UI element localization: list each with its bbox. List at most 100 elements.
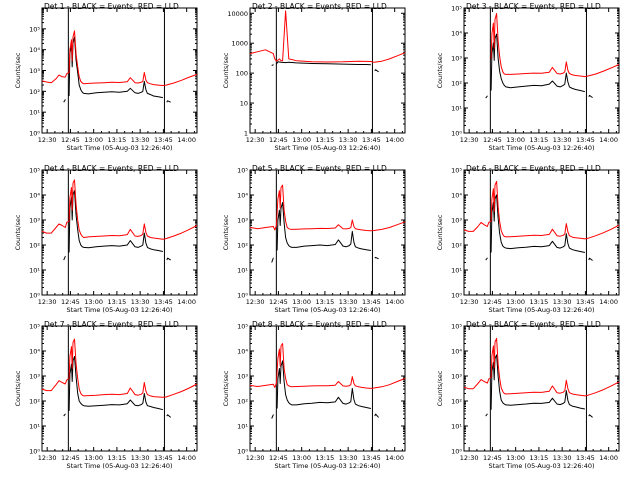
x-axis-label: Start Time (05-Aug-03 12:26:40) [274,144,380,152]
x-axis-label: Start Time (05-Aug-03 12:26:40) [488,144,594,152]
lld-series-line [41,30,198,86]
y-tick-label: 10⁵ [451,5,462,13]
x-tick-label: 12:30 [460,298,479,306]
y-tick-label: 10⁴ [451,192,462,200]
panel-title: Det 2 - BLACK = Events, RED = LLD [252,2,387,11]
events-series-line [271,414,274,419]
x-tick-label: 13:45 [362,454,381,462]
y-tick-label: 10³ [29,67,40,75]
y-tick-label: 10⁴ [237,192,248,200]
events-series-line [588,257,593,261]
events-series-line [63,99,66,103]
events-series-line [588,94,593,99]
events-series-line [490,354,585,410]
y-tick-label: 10² [451,242,462,250]
x-tick-label: 14:00 [177,298,196,306]
panel-title: Det 6 - BLACK = Events, RED = LLD [466,164,601,173]
lld-series-line [463,337,620,397]
y-tick-label: 10⁰ [451,292,462,300]
y-tick-label: 10⁴ [29,348,40,356]
x-tick-label: 12:30 [38,136,57,144]
x-tick-label: 13:45 [362,298,381,306]
y-tick-label: 10⁰ [237,292,248,300]
panel-title: Det 4 - BLACK = Events, RED = LLD [44,164,179,173]
x-tick-label: 13:15 [316,454,335,462]
x-tick-label: 13:15 [108,454,127,462]
y-tick-label: 10⁰ [29,292,40,300]
y-tick-label: 10⁰ [451,448,462,456]
x-axis-label: Start Time (05-Aug-03 12:26:40) [274,306,380,314]
y-tick-label: 10¹ [451,423,462,431]
x-axis-label: Start Time (05-Aug-03 12:26:40) [66,306,172,314]
panel-det-5: Det 5 - BLACK = Events, RED = LLD 12:30 12… [222,164,406,314]
x-tick-label: 12:45 [483,298,502,306]
x-tick-label: 12:30 [246,136,265,144]
panel-det-3: Det 3 - BLACK = Events, RED = LLD 12:30 12… [436,2,620,152]
y-tick-label: 1000 [231,40,248,48]
events-series-line [271,257,274,263]
events-series-line [276,360,372,409]
y-tick-label: 10² [237,398,248,406]
events-series-line [68,190,164,253]
x-tick-label: 14:00 [599,298,618,306]
panel-title: Det 3 - BLACK = Events, RED = LLD [466,2,601,11]
x-tick-label: 13:30 [131,136,150,144]
y-tick-label: 10³ [451,373,462,381]
x-tick-label: 12:45 [61,136,80,144]
events-series-line [63,413,66,417]
y-tick-label: 10⁴ [237,348,248,356]
x-tick-label: 13:15 [530,298,549,306]
y-tick-label: 10⁴ [29,46,40,54]
events-series-line [588,414,593,418]
x-tick-label: 13:30 [339,136,358,144]
y-tick-label: 10⁰ [29,130,40,138]
x-tick-label: 13:00 [292,136,311,144]
y-tick-label: 10¹ [237,267,248,275]
y-tick-label: 10¹ [29,423,40,431]
y-tick-label: 10² [451,80,462,88]
x-tick-label: 13:30 [339,298,358,306]
panel-title: Det 8 - BLACK = Events, RED = LLD [252,320,387,329]
y-tick-label: 10³ [29,373,40,381]
events-series-line [68,36,163,99]
y-tick-label: 10³ [237,217,248,225]
x-tick-label: 14:00 [385,298,404,306]
x-tick-label: 12:30 [246,454,265,462]
x-tick-label: 12:30 [38,454,57,462]
lld-series-line [249,343,406,389]
panel-det-6: Det 6 - BLACK = Events, RED = LLD 12:30 12… [436,164,620,314]
x-tick-label: 13:45 [576,454,595,462]
plot-frame [41,7,198,134]
panel-title: Det 1 - BLACK = Events, RED = LLD [44,2,179,11]
panel-det-4: Det 4 - BLACK = Events, RED = LLD 12:30 12… [14,164,198,314]
panel-title: Det 7 - BLACK = Events, RED = LLD [44,320,179,329]
x-tick-label: 12:30 [246,298,265,306]
lld-series-line [249,184,406,232]
y-tick-label: 10² [29,242,40,250]
panel-det-9: Det 9 - BLACK = Events, RED = LLD 12:30 12… [436,320,620,470]
y-axis-label: Counts/sec [222,370,230,406]
x-tick-label: 14:00 [177,454,196,462]
x-tick-label: 13:15 [316,298,335,306]
events-series-line [490,33,586,93]
x-tick-label: 12:45 [269,136,288,144]
x-tick-label: 13:00 [292,454,311,462]
x-tick-label: 13:45 [154,298,173,306]
y-tick-label: 10¹ [29,267,40,275]
y-axis-label: Counts/sec [222,52,230,88]
events-series-line [490,194,586,253]
panel-det-8: Det 8 - BLACK = Events, RED = LLD 12:30 12… [222,320,406,470]
y-tick-label: 10⁰ [29,448,40,456]
y-tick-label: 10¹ [29,109,40,117]
y-tick-label: 10⁰ [451,130,462,138]
x-tick-label: 12:45 [61,298,80,306]
x-tick-label: 14:00 [599,454,618,462]
y-axis-label: Counts/sec [14,214,22,250]
x-tick-label: 13:00 [506,298,525,306]
lld-series-line [463,180,620,240]
plot-frame [41,325,198,452]
x-tick-label: 12:45 [61,454,80,462]
x-tick-label: 13:45 [362,136,381,144]
y-tick-label: 10⁵ [237,167,248,175]
